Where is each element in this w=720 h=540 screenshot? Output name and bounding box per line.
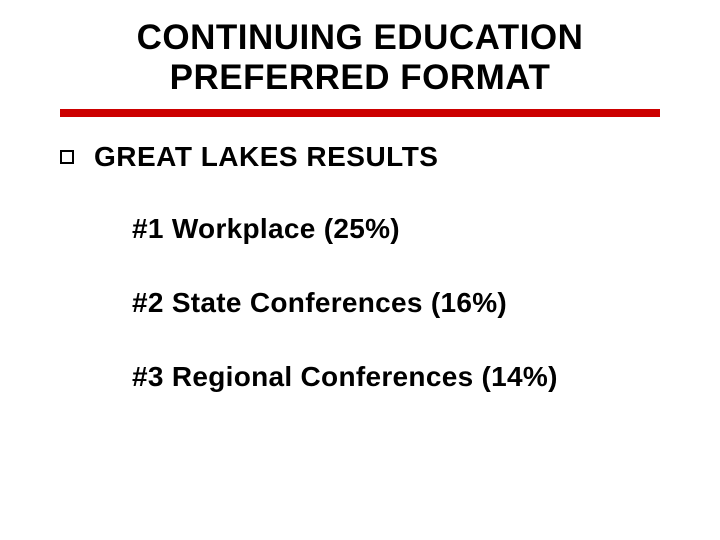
title-block: CONTINUING EDUCATION PREFERRED FORMAT xyxy=(0,18,720,99)
content-area: GREAT LAKES RESULTS #1 Workplace (25%) #… xyxy=(0,117,720,393)
slide-title-line1: CONTINUING EDUCATION xyxy=(60,18,660,58)
list-item: #3 Regional Conferences (14%) xyxy=(132,361,660,393)
title-divider xyxy=(60,109,660,117)
list-item: #2 State Conferences (16%) xyxy=(132,287,660,319)
slide-title-line2: PREFERRED FORMAT xyxy=(60,58,660,98)
items-list: #1 Workplace (25%) #2 State Conferences … xyxy=(60,213,660,393)
list-item: #1 Workplace (25%) xyxy=(132,213,660,245)
section-heading: GREAT LAKES RESULTS xyxy=(94,141,438,173)
section-row: GREAT LAKES RESULTS xyxy=(60,141,660,173)
hollow-square-bullet-icon xyxy=(60,150,74,164)
slide-container: CONTINUING EDUCATION PREFERRED FORMAT GR… xyxy=(0,0,720,540)
